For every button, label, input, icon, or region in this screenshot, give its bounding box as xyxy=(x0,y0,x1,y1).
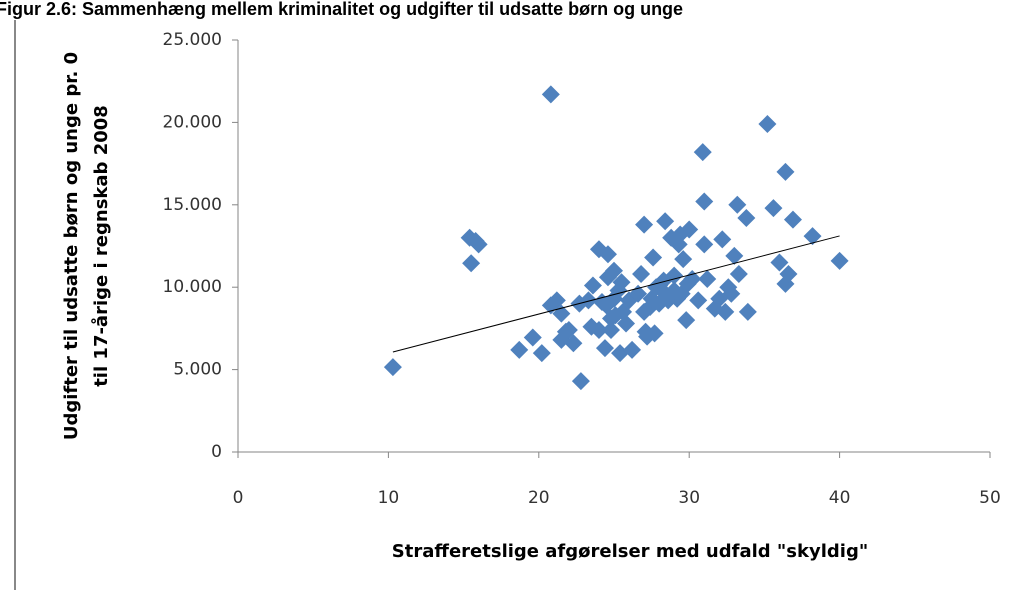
point xyxy=(764,199,783,218)
point xyxy=(644,248,663,267)
y-tick-label: 20.000 xyxy=(163,112,222,132)
y-tick-label: 0 xyxy=(211,442,222,462)
x-tick-label: 30 xyxy=(678,488,700,508)
chart-title: Figur 2.6: Sammenhæng mellem kriminalite… xyxy=(0,0,683,19)
point xyxy=(725,246,744,265)
point xyxy=(571,372,590,391)
point xyxy=(598,245,617,264)
point xyxy=(695,192,714,211)
point xyxy=(713,230,732,249)
point xyxy=(595,339,614,358)
point xyxy=(722,284,741,303)
point xyxy=(729,265,748,284)
point xyxy=(583,276,602,295)
point xyxy=(656,212,675,231)
point xyxy=(579,291,598,310)
x-tick-label: 10 xyxy=(378,488,400,508)
point xyxy=(677,311,696,330)
point xyxy=(597,296,616,315)
x-tick-label: 0 xyxy=(233,488,244,508)
point xyxy=(738,302,757,321)
point xyxy=(645,324,664,343)
point xyxy=(650,276,669,295)
point xyxy=(830,251,849,270)
point xyxy=(758,115,777,134)
point xyxy=(728,195,747,214)
point xyxy=(783,210,802,229)
point xyxy=(510,340,529,359)
point xyxy=(665,281,684,300)
point xyxy=(612,273,631,292)
point xyxy=(693,143,712,162)
point xyxy=(770,253,789,272)
point xyxy=(698,269,717,288)
x-tick-label: 50 xyxy=(979,488,1001,508)
point xyxy=(779,265,798,284)
point xyxy=(523,328,542,347)
point xyxy=(564,334,583,353)
point xyxy=(383,358,402,377)
point xyxy=(617,314,636,333)
point xyxy=(469,235,488,254)
point xyxy=(680,220,699,239)
y-tick-label: 10.000 xyxy=(163,277,222,297)
y-tick-label: 25.000 xyxy=(163,30,222,50)
point xyxy=(632,265,651,284)
point xyxy=(683,269,702,288)
point xyxy=(601,321,620,340)
point xyxy=(803,227,822,246)
x-tick-label: 40 xyxy=(829,488,851,508)
y-axis-title: til 17-årige i regnskab 2008 xyxy=(90,105,112,387)
point xyxy=(674,250,693,269)
point xyxy=(532,344,551,363)
y-axis-title: Udgifter til udsatte børn og unge pr. 0 xyxy=(61,52,82,440)
y-tick-label: 5.000 xyxy=(173,360,222,380)
point xyxy=(462,254,481,273)
point xyxy=(695,235,714,254)
x-axis-title: Strafferetslige afgørelser med udfald "s… xyxy=(392,541,868,562)
point xyxy=(635,215,654,234)
x-tick-label: 20 xyxy=(528,488,550,508)
point xyxy=(737,208,756,227)
y-tick-label: 15.000 xyxy=(163,195,222,215)
point xyxy=(605,261,623,280)
point xyxy=(716,302,735,321)
point xyxy=(589,321,608,340)
point xyxy=(623,340,642,359)
point xyxy=(541,85,560,104)
point xyxy=(776,162,795,181)
trendline xyxy=(392,235,840,353)
point xyxy=(689,291,708,310)
